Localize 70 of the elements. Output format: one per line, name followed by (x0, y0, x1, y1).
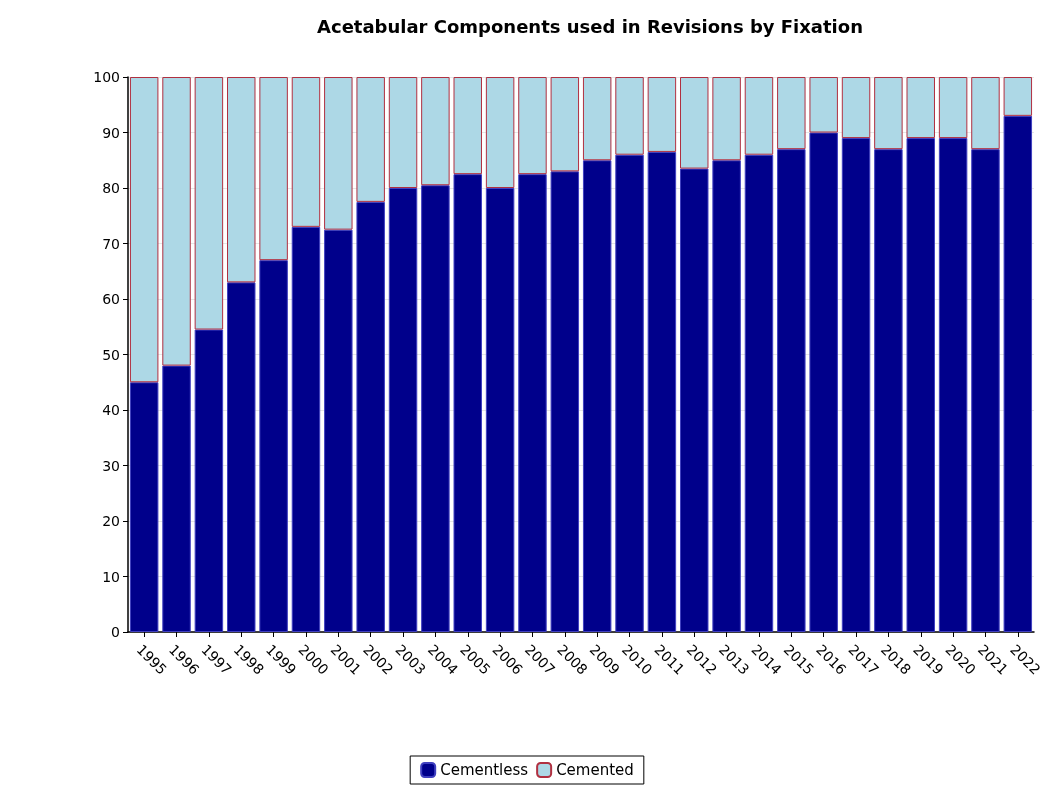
bar (809, 132, 838, 632)
bar (712, 160, 741, 632)
bar (453, 77, 482, 175)
y-tick-label: 30 (102, 457, 120, 474)
bar (809, 77, 838, 133)
bar (744, 154, 774, 632)
bar (615, 77, 644, 155)
bar (356, 77, 385, 202)
bar (129, 382, 159, 632)
chart-title: Acetabular Components used in Revisions by Fixation (317, 15, 863, 37)
legend-label: Cementless (440, 761, 529, 779)
bar (453, 174, 482, 632)
y-tick-label: 80 (102, 180, 120, 196)
y-tick-label: 100 (93, 69, 120, 85)
y-tick-label: 90 (102, 124, 120, 141)
y-tick-label: 70 (102, 235, 120, 252)
bar (841, 77, 871, 139)
bar (906, 77, 935, 139)
bar (874, 149, 903, 632)
y-tick-label: 10 (102, 568, 120, 585)
bar (227, 77, 256, 283)
y-tick-label: 40 (102, 402, 120, 418)
bar (259, 260, 288, 632)
bar (259, 77, 288, 261)
bar (291, 77, 321, 227)
bar (647, 151, 677, 632)
y-tick-label: 20 (102, 513, 120, 529)
bar (938, 77, 968, 139)
bar (194, 329, 224, 632)
bar (485, 188, 515, 632)
bar (485, 77, 515, 188)
y-tick-label: 50 (102, 346, 120, 363)
bar (680, 168, 709, 632)
bar (971, 77, 1000, 150)
y-tick-label: 60 (102, 291, 120, 307)
bar (647, 77, 677, 152)
bar (518, 174, 547, 632)
legend-label: Cemented (556, 761, 634, 779)
bar (194, 77, 224, 330)
y-tick-label: 0 (111, 624, 120, 640)
bar (227, 282, 256, 632)
bar (518, 77, 547, 175)
bar (291, 226, 321, 632)
bar (971, 149, 1000, 632)
bar (421, 185, 450, 632)
bar (421, 77, 450, 186)
bar (582, 77, 612, 161)
bar (162, 77, 191, 366)
bar (712, 77, 741, 161)
bar (356, 201, 385, 632)
bar (777, 149, 806, 632)
bar (874, 77, 903, 150)
bar (906, 138, 935, 632)
bar (324, 77, 353, 230)
bar (388, 77, 418, 188)
bar (129, 77, 159, 383)
bar (550, 171, 580, 632)
bar (680, 77, 709, 169)
bar (388, 188, 418, 632)
bar (550, 77, 580, 172)
bar (777, 77, 806, 150)
bar (841, 138, 871, 632)
bar (938, 138, 968, 632)
bar (1003, 77, 1033, 116)
bar (615, 154, 644, 632)
bar (324, 229, 353, 632)
bar (744, 77, 774, 155)
bar (582, 160, 612, 632)
bar (162, 365, 191, 632)
bar (1003, 115, 1033, 632)
